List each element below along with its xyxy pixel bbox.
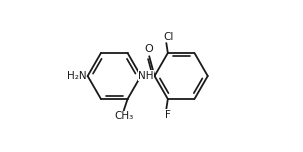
Text: CH₃: CH₃	[114, 111, 133, 121]
Text: H₂N: H₂N	[67, 71, 86, 81]
Text: NH: NH	[138, 71, 154, 81]
Text: O: O	[145, 44, 154, 54]
Text: F: F	[165, 110, 171, 120]
Text: Cl: Cl	[163, 32, 174, 42]
